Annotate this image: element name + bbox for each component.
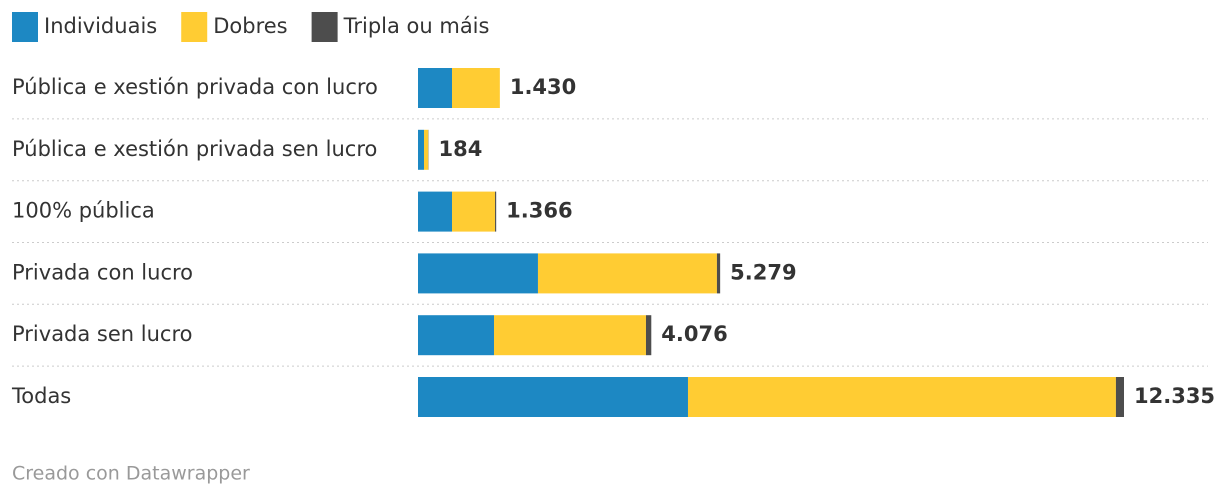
bar-segment: [418, 253, 538, 293]
category-label: 100% pública: [12, 199, 155, 223]
category-label: Pública e xestión privada sen lucro: [12, 137, 377, 161]
legend-swatch: [312, 12, 338, 42]
legend-label: Individuais: [44, 14, 157, 38]
total-label: 4.076: [661, 322, 727, 346]
legend-swatch: [181, 12, 207, 42]
bar-segment: [424, 130, 428, 170]
bar-segment: [688, 377, 1116, 417]
category-label: Privada sen lucro: [12, 322, 193, 346]
category-label: Privada con lucro: [12, 260, 193, 284]
bar-segment: [452, 192, 495, 232]
bar-segment: [418, 68, 452, 108]
bar-segment: [538, 253, 717, 293]
bar-segment: [717, 253, 720, 293]
total-label: 1.366: [506, 199, 572, 223]
legend-label: Tripla ou máis: [343, 14, 490, 38]
legend-label: Dobres: [213, 14, 287, 38]
footer: Creado con Datawrapper: [12, 463, 250, 485]
bar-segment: [452, 68, 500, 108]
total-label: 1.430: [510, 75, 576, 99]
total-label: 184: [439, 137, 483, 161]
bar-segment: [646, 315, 651, 355]
bar-segment: [495, 192, 496, 232]
bar-segment: [418, 130, 424, 170]
bar-segment: [1116, 377, 1124, 417]
category-label: Pública e xestión privada con lucro: [12, 75, 378, 99]
bar-segment: [418, 315, 494, 355]
total-label: 12.335: [1134, 384, 1215, 408]
bar-segment: [418, 192, 452, 232]
total-label: 5.279: [730, 260, 796, 284]
legend-swatch: [12, 12, 38, 42]
bar-segment: [418, 377, 688, 417]
bar-segment: [494, 315, 646, 355]
category-label: Todas: [11, 384, 71, 408]
